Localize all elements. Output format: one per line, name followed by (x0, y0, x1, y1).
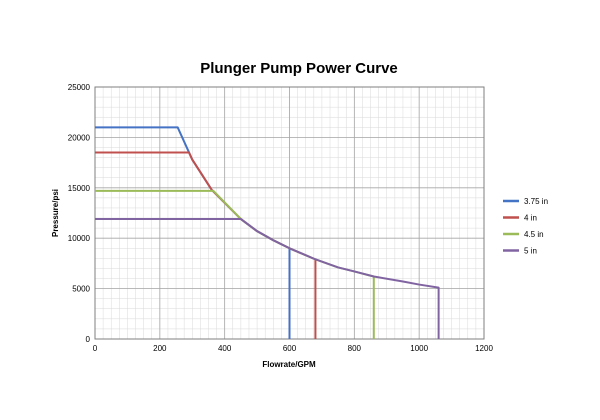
x-tick-label: 200 (153, 344, 167, 353)
chart-title: Plunger Pump Power Curve (200, 60, 398, 77)
legend-entry: 4.5 in (524, 230, 544, 239)
x-tick-label: 600 (283, 344, 297, 353)
tick-labels: 0 200 400 600 800 1000 1200 0 5000 10000 15000 2000… (68, 83, 494, 353)
x-tick-label: 800 (348, 344, 362, 353)
x-axis-label: Flowrate/GPM (262, 360, 316, 369)
legend: 3.75 in 4 in 4.5 in 5 in (503, 197, 548, 256)
y-tick-label: 25000 (68, 83, 91, 92)
y-tick-label: 15000 (68, 184, 91, 193)
x-tick-label: 0 (93, 344, 98, 353)
y-axis-label: Pressure/psi (51, 189, 60, 237)
series-lines (95, 126, 440, 339)
y-tick-label: 10000 (68, 234, 91, 243)
series-line (95, 218, 440, 339)
legend-entry: 5 in (524, 247, 537, 256)
x-tick-label: 1200 (475, 344, 493, 353)
y-tick-label: 20000 (68, 133, 91, 142)
y-tick-label: 5000 (72, 285, 90, 294)
x-tick-label: 1000 (410, 344, 428, 353)
legend-entry: 4 in (524, 214, 537, 223)
legend-entry: 3.75 in (524, 197, 548, 206)
y-tick-label: 0 (86, 335, 91, 344)
x-tick-label: 400 (218, 344, 232, 353)
